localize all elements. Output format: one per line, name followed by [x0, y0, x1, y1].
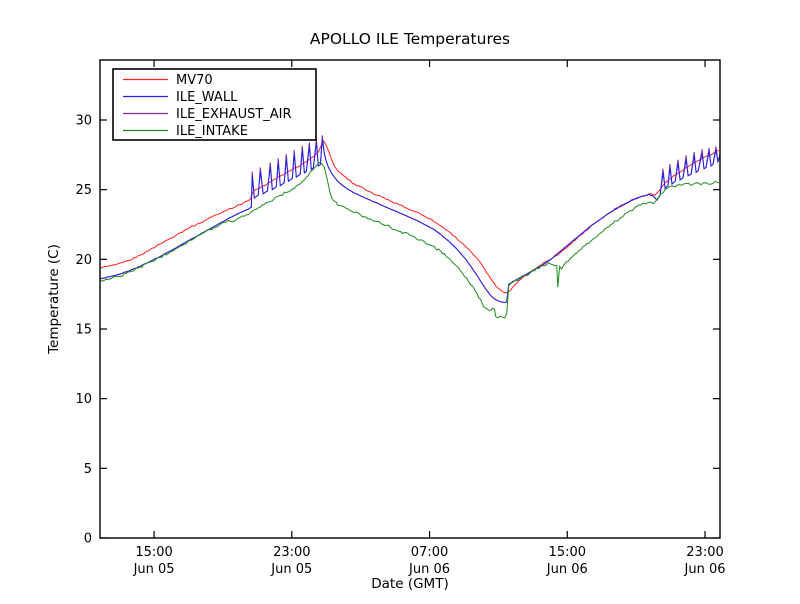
series-ile-intake-line: [99, 161, 720, 319]
chart-title: APOLLO ILE Temperatures: [310, 30, 510, 48]
legend-frame: [112, 68, 317, 141]
x-tick-label-time: 15:00: [135, 545, 172, 560]
y-tick-label: 15: [75, 323, 92, 338]
legend-label-ile-exhaust-air: ILE_EXHAUST_AIR: [176, 107, 292, 122]
series-ile-wall-line: [99, 139, 721, 304]
y-tick-label: 25: [75, 183, 92, 198]
axis-ticks: 0 5 10 15 20 25 30 15:00 Jun 05 23:00 Jun 05 07:00 J…: [75, 60, 726, 577]
legend-label-ile-intake: ILE_INTAKE: [176, 124, 248, 139]
x-tick-label-date: Jun 06: [546, 562, 588, 577]
x-tick-label-time: 15:00: [549, 545, 586, 560]
y-tick-label: 10: [75, 392, 92, 407]
x-axis-label: Date (GMT): [371, 576, 448, 592]
x-tick-label-date: Jun 05: [133, 562, 175, 577]
x-tick-label-time: 23:00: [686, 545, 723, 560]
y-tick-label: 5: [84, 462, 92, 477]
y-tick-label: 30: [75, 114, 92, 129]
y-tick-label: 20: [75, 253, 92, 268]
x-tick-label-time: 23:00: [273, 545, 310, 560]
legend-box: MV70 ILE_WALL ILE_EXHAUST_AIR ILE_INTAKE: [112, 68, 317, 141]
data-series: [99, 135, 721, 319]
x-tick-label-date: Jun 06: [684, 562, 726, 577]
x-tick-label-time: 07:00: [411, 545, 448, 560]
x-tick-label-date: Jun 05: [270, 562, 312, 577]
series-ile-exhaust-air-line: [99, 135, 721, 304]
y-tick-label: 0: [84, 532, 92, 547]
legend-label-ile-wall: ILE_WALL: [176, 90, 238, 105]
legend-label-mv70: MV70: [176, 73, 213, 88]
x-tick-label-date: Jun 06: [408, 562, 450, 577]
plot-frame: [99, 59, 721, 539]
y-axis-label: Temperature (C): [46, 244, 62, 355]
